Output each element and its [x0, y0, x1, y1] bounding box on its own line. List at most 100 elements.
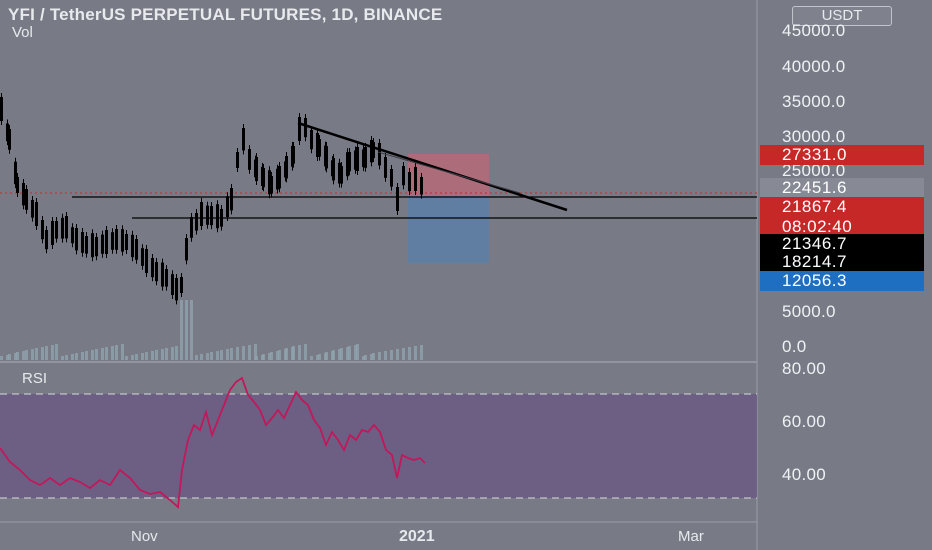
volume-bar: [310, 356, 313, 360]
volume-bar: [216, 351, 219, 360]
volume-bar: [384, 351, 387, 360]
candle-body: [180, 277, 183, 293]
candle-body: [41, 220, 44, 240]
volume-bar: [91, 350, 94, 360]
candle-body: [0, 97, 3, 121]
volume-bar: [338, 349, 341, 360]
volume-bar: [396, 349, 399, 360]
volume-bar: [220, 350, 223, 360]
candle-body: [304, 118, 307, 138]
volume-bar: [390, 350, 393, 360]
volume-bar: [175, 346, 178, 360]
volume-bar: [254, 344, 257, 360]
rsi-label: RSI: [22, 370, 48, 387]
candle-body: [220, 209, 223, 227]
volume-bar: [135, 354, 138, 360]
candle-body: [55, 221, 58, 239]
candle-body: [22, 183, 25, 206]
candle-body: [155, 262, 158, 282]
rsi-tick: 40.00: [782, 465, 827, 484]
currency-button[interactable]: USDT: [792, 6, 892, 26]
volume-bar: [85, 351, 88, 360]
volume-bar: [14, 353, 17, 360]
volume-bar: [180, 300, 183, 360]
candle-body: [370, 140, 373, 163]
candle-body: [262, 168, 265, 188]
price-tick: 30000.0: [782, 127, 846, 146]
price-tick: 40000.0: [782, 57, 846, 76]
volume-label: Vol: [12, 24, 33, 41]
candle-body: [200, 202, 203, 226]
candle-body: [125, 234, 128, 250]
take-profit-zone: [408, 196, 489, 263]
price-badge-level: 18214.7: [760, 252, 924, 272]
volume-bar: [292, 346, 295, 360]
volume-bar: [105, 347, 108, 360]
candle-body: [408, 172, 411, 192]
candle-body: [384, 157, 387, 178]
volume-bar: [155, 350, 158, 360]
candle-body: [105, 230, 108, 254]
volume-bar: [402, 348, 405, 360]
volume-bar: [131, 355, 134, 360]
volume-bar: [8, 354, 11, 360]
candle-body: [396, 187, 399, 211]
candle-body: [216, 204, 219, 229]
volume-bar: [111, 346, 114, 360]
volume-bar: [270, 352, 273, 360]
candle-body: [255, 157, 258, 181]
volume-bar: [210, 352, 213, 360]
price-badge-target: 12056.3: [760, 271, 924, 291]
volume-bar: [81, 352, 84, 360]
time-label: Nov: [131, 528, 158, 545]
volume-bar: [35, 348, 38, 360]
volume-bar: [171, 347, 174, 360]
candle-body: [414, 167, 417, 191]
rsi-band: [0, 394, 757, 498]
countdown-badge: 08:02:40: [760, 217, 924, 237]
volume-bar: [141, 353, 144, 360]
volume-bar: [378, 352, 381, 360]
volume-bar: [278, 350, 281, 360]
price-badge-last: 22451.6: [760, 178, 924, 198]
volume-bar: [316, 355, 319, 360]
candle-body: [354, 150, 357, 170]
candle-body: [316, 133, 319, 157]
price-badge-stop: 27331.0: [760, 145, 924, 165]
price-badge-close: 21867.4: [760, 197, 924, 217]
candle-body: [165, 269, 168, 287]
candle-body: [310, 130, 313, 150]
volume-bar: [420, 345, 423, 360]
candle-body: [332, 158, 335, 181]
volume-bar: [200, 354, 203, 360]
candle-body: [378, 143, 381, 166]
candle-body: [175, 278, 178, 301]
volume-bar: [145, 352, 148, 360]
candle-body: [51, 221, 54, 245]
candle-body: [364, 147, 367, 168]
candle-body: [8, 129, 11, 150]
volume-bar: [370, 354, 373, 360]
trendline-main: [297, 121, 568, 212]
volume-bar: [22, 351, 25, 360]
chart-title: YFI / TetherUS PERPETUAL FUTURES, 1D, BI…: [8, 5, 443, 24]
volume-bar: [95, 349, 98, 360]
candle-body: [16, 177, 19, 193]
volume-bar: [255, 356, 258, 360]
candle-body: [276, 168, 279, 190]
rsi-tick: 60.00: [782, 412, 827, 431]
candle-body: [420, 177, 423, 195]
candle-body: [285, 156, 288, 179]
volume-bar: [31, 349, 34, 360]
volume-bar: [268, 353, 271, 360]
volume-bar: [101, 348, 104, 360]
candle-body: [346, 152, 349, 177]
volume-bar: [61, 356, 64, 360]
volume-bar: [190, 300, 193, 360]
candle-body: [195, 213, 198, 231]
candle-body: [248, 149, 251, 170]
candle-body: [35, 202, 38, 226]
volume-bar: [6, 355, 9, 360]
